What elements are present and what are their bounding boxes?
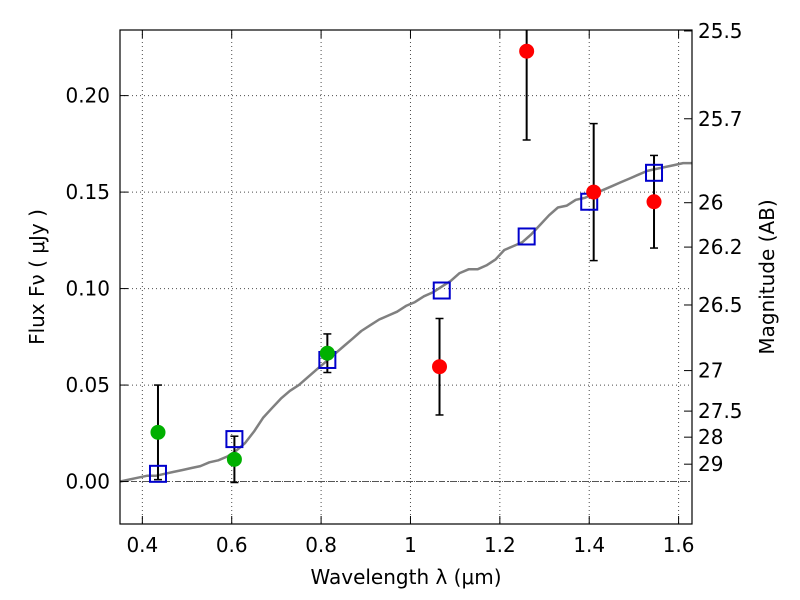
synthetic-flux-square	[517, 227, 536, 246]
plot-frame	[119, 29, 693, 525]
mag-tick-label: 26	[698, 191, 723, 215]
nir-data-point	[586, 184, 602, 200]
x-tick-label: 0.4	[126, 533, 158, 557]
y-tick-label: 0.05	[65, 373, 110, 397]
x-tick-label: 1.4	[573, 533, 605, 557]
synthetic-flux-square	[432, 281, 451, 300]
nir-data-point	[519, 43, 535, 59]
x-tick-label: 1.6	[663, 533, 695, 557]
x-tick-label: 1.2	[484, 533, 516, 557]
x-axis-title: Wavelength λ (μm)	[310, 565, 501, 589]
mag-tick-label: 26.2	[698, 235, 743, 259]
mag-tick-label: 26.5	[698, 293, 743, 317]
mag-tick-label: 29	[698, 452, 723, 476]
nir-data-point	[432, 359, 448, 375]
optical-data-point	[226, 451, 242, 467]
tick-layer: 0.4 0.6 0.8 1 1.2 1.4 1.6 0.00 0.05 0.10 0.15 0.20 2…	[65, 19, 742, 557]
series-layer	[120, 30, 692, 484]
x-tick-label: 0.8	[305, 533, 337, 557]
y-tick-label: 0.20	[65, 84, 110, 108]
right-axis-title: Magnitude (AB)	[755, 199, 779, 354]
mag-tick-label: 28	[698, 425, 723, 449]
y-tick-label: 0.15	[65, 180, 110, 204]
y-axis-title: Flux Fν ( μJy )	[25, 209, 49, 345]
synthetic-flux-square	[148, 464, 167, 483]
synthetic-flux-square	[645, 163, 664, 182]
mag-tick-label: 27.5	[698, 399, 743, 423]
data-marks	[120, 30, 692, 484]
mag-tick-label: 25.7	[698, 107, 743, 131]
y-tick-label: 0.10	[65, 277, 110, 301]
x-tick-label: 0.6	[216, 533, 248, 557]
synthetic-flux-square	[225, 430, 244, 449]
mag-tick-label: 25.5	[698, 19, 743, 43]
x-tick-label: 1	[404, 533, 417, 557]
optical-data-point	[150, 424, 166, 440]
optical-data-point	[319, 345, 335, 361]
mag-tick-label: 27	[698, 359, 723, 383]
y-tick-label: 0.00	[65, 470, 110, 494]
nir-data-point	[646, 194, 662, 210]
